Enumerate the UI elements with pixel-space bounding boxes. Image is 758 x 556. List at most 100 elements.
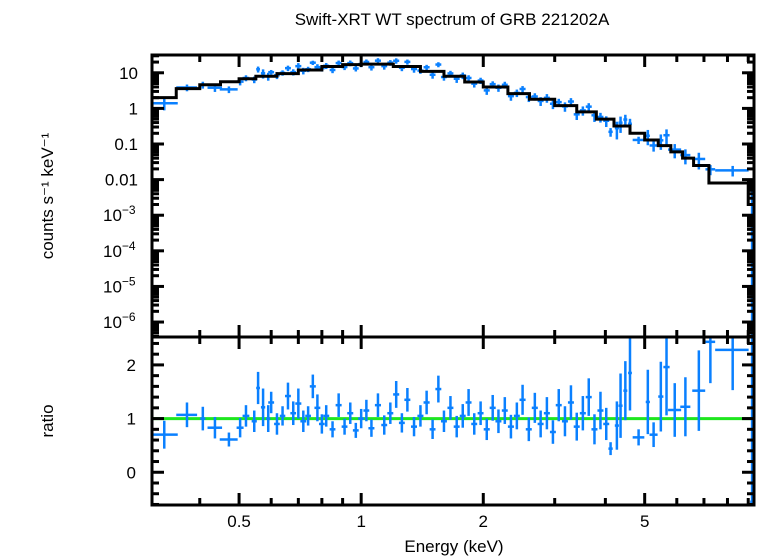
spectrum-data-point [519, 86, 526, 93]
ratio-data-point [447, 396, 454, 420]
spectrum-panel [152, 58, 754, 337]
ratio-data-point [374, 393, 381, 417]
tick-exponent: −5 [122, 274, 136, 288]
ratio-data-point [341, 418, 348, 435]
ratio-data-point [555, 389, 562, 422]
ratio-data-point [680, 377, 691, 437]
x-tick-label: 0.5 [227, 512, 251, 531]
ratio-data-point [614, 401, 619, 450]
ratio-data-point [404, 387, 411, 412]
ratio-data-point [549, 420, 556, 444]
spectrum-data-point [219, 86, 238, 94]
x-tick-label: 1 [356, 512, 365, 531]
ratio-data-point [507, 414, 514, 439]
spectrum-frame [150, 53, 756, 339]
ratio-data-point [663, 337, 670, 416]
ratio-data-point [363, 399, 370, 422]
ratio-data-point [459, 404, 466, 428]
y-tick-label: 10−3 [103, 203, 136, 225]
ratio-data-point [256, 371, 260, 405]
ratio-data-point [152, 420, 178, 449]
y-tick-label: 0.1 [114, 135, 138, 154]
ratio-data-point [398, 413, 405, 433]
ratio-data-point [176, 402, 198, 428]
ratio-data-point [585, 378, 592, 416]
ratio-data-point [618, 373, 623, 438]
ratio-data-point [423, 390, 430, 415]
ratio-data-point [692, 350, 706, 431]
tick-base: 10 [103, 277, 122, 296]
ratio-data-point [314, 394, 321, 422]
ratio-data-point [368, 419, 375, 437]
tick-base: 0.01 [105, 171, 138, 190]
ratio-data-point [453, 415, 460, 438]
ratio-data-point [495, 409, 502, 434]
ratio-data-point [295, 388, 302, 419]
ratio-data-point [290, 401, 297, 426]
spectrum-ylabel: counts s⁻¹ keV⁻¹ [38, 132, 57, 259]
ratio-data-point [501, 397, 508, 424]
ratio-data-point [608, 442, 613, 456]
ratio-data-point [417, 405, 424, 427]
spectrum-data-point [352, 65, 359, 72]
ratio-data-point [260, 388, 266, 427]
ratio-ylabel: ratio [38, 404, 57, 437]
spectrum-data-point [608, 128, 613, 137]
ratio-data-point [251, 410, 257, 433]
spectrum-data-point [632, 136, 645, 145]
spectrum-data-point [268, 69, 275, 75]
spectrum-data-point [393, 58, 400, 64]
tick-exponent: −3 [122, 203, 136, 217]
y-tick-label: 10 [119, 64, 138, 83]
ratio-data-point [579, 396, 586, 431]
ratio-data-point [268, 391, 275, 414]
tick-base: 10 [119, 64, 138, 83]
ratio-data-point [236, 418, 244, 438]
ratio-data-point [603, 407, 610, 441]
tick-base: 10 [103, 242, 122, 261]
ratio-data-point [519, 384, 526, 415]
ratio-data-point [429, 419, 436, 439]
ratio-data-point [285, 382, 291, 410]
ratio-data-point [623, 361, 628, 421]
y-tick-label: 1 [129, 99, 138, 118]
x-axis-label: Energy (keV) [404, 537, 503, 556]
tick-base: 10 [103, 313, 122, 332]
ratio-data-point [658, 361, 664, 432]
spectrum-data-point [152, 98, 178, 111]
y-tick-label: 10−6 [103, 310, 136, 332]
ratio-data-point [305, 406, 311, 426]
chart-title: Swift-XRT WT spectrum of GRB 221202A [295, 10, 610, 29]
spectrum-data-point [256, 66, 260, 73]
tick-base: 10 [103, 206, 122, 225]
spectrum-data-point [663, 129, 670, 145]
y-tick-label: 10−4 [103, 239, 136, 261]
ratio-data-point [573, 412, 580, 441]
ratio-data-point [628, 337, 632, 411]
ratio-data-point [489, 394, 496, 421]
ratio-data-point [411, 416, 418, 437]
y-tick-label: 0 [127, 463, 136, 482]
spectrum-data-point [645, 129, 650, 146]
ratio-data-point [537, 410, 544, 438]
y-tick-label: 1 [127, 410, 136, 429]
tick-base: 1 [129, 99, 138, 118]
ratio-data-point [561, 406, 568, 437]
y-tick-label: 10−5 [103, 274, 136, 296]
ratio-data-point [645, 369, 650, 435]
ratio-data-point [274, 413, 280, 435]
spectrum-data-point [309, 60, 316, 65]
ratio-frame [150, 335, 756, 507]
ratio-data-point [513, 402, 520, 430]
spectrum-data-point [329, 67, 336, 74]
ratio-data-point [567, 385, 574, 420]
tick-exponent: −4 [122, 239, 136, 253]
ratio-data-point [323, 405, 330, 427]
ratio-data-point [465, 389, 472, 416]
model-line [152, 62, 754, 206]
spectrum-data-point [585, 103, 592, 112]
ratio-data-point [483, 418, 490, 441]
spectrum-data-point [649, 141, 658, 152]
ratio-data-point [381, 415, 388, 435]
